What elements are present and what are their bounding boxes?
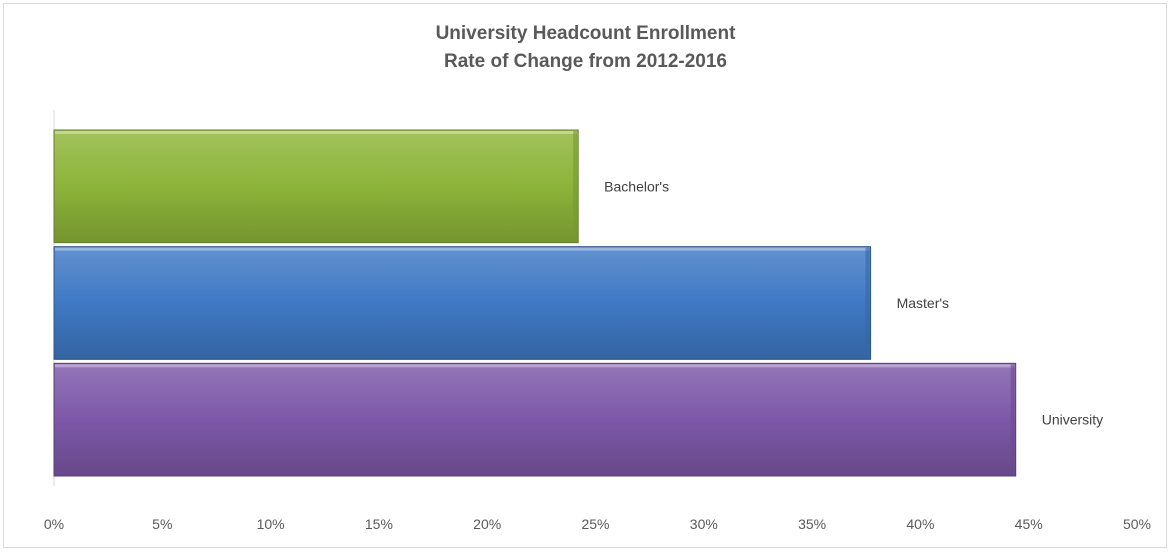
- bar-bachelor-s: [53, 129, 579, 244]
- x-tick-label: 15%: [365, 516, 393, 532]
- x-tick-label: 30%: [690, 516, 718, 532]
- bar-label: University: [1042, 412, 1103, 428]
- x-tick-label: 50%: [1123, 516, 1151, 532]
- bar-edge-shade: [865, 247, 870, 359]
- x-tick-label: 20%: [473, 516, 501, 532]
- x-tick-label: 5%: [152, 516, 172, 532]
- bar-highlight: [55, 364, 1015, 368]
- x-tick-label: 25%: [581, 516, 609, 532]
- bar-highlight: [55, 131, 578, 134]
- x-tick-label: 0%: [44, 516, 64, 532]
- bar-edge-shade: [573, 131, 578, 242]
- bar-highlight: [55, 247, 870, 251]
- labels-layer: Bachelor's Master's University: [604, 178, 1103, 427]
- x-tick-label: 45%: [1015, 516, 1043, 532]
- bars-layer: [53, 129, 1017, 477]
- bar-label: Bachelor's: [604, 178, 669, 194]
- x-tick-label: 35%: [798, 516, 826, 532]
- ticks-layer: 0% 5% 10% 15% 20% 25% 30% 35% 40% 45% 50%: [44, 516, 1151, 532]
- x-tick-label: 10%: [257, 516, 285, 532]
- bar-university: [53, 362, 1017, 477]
- bar-edge-shade: [1010, 364, 1015, 475]
- chart-subtitle: Rate of Change from 2012-2016: [444, 51, 727, 72]
- bar-master-s: [53, 246, 872, 360]
- x-tick-label: 40%: [906, 516, 934, 532]
- chart-title: University Headcount Enrollment: [435, 23, 736, 44]
- bar-label: Master's: [897, 295, 949, 311]
- chart-title-block: University Headcount Enrollment Rate of …: [0, 20, 1171, 76]
